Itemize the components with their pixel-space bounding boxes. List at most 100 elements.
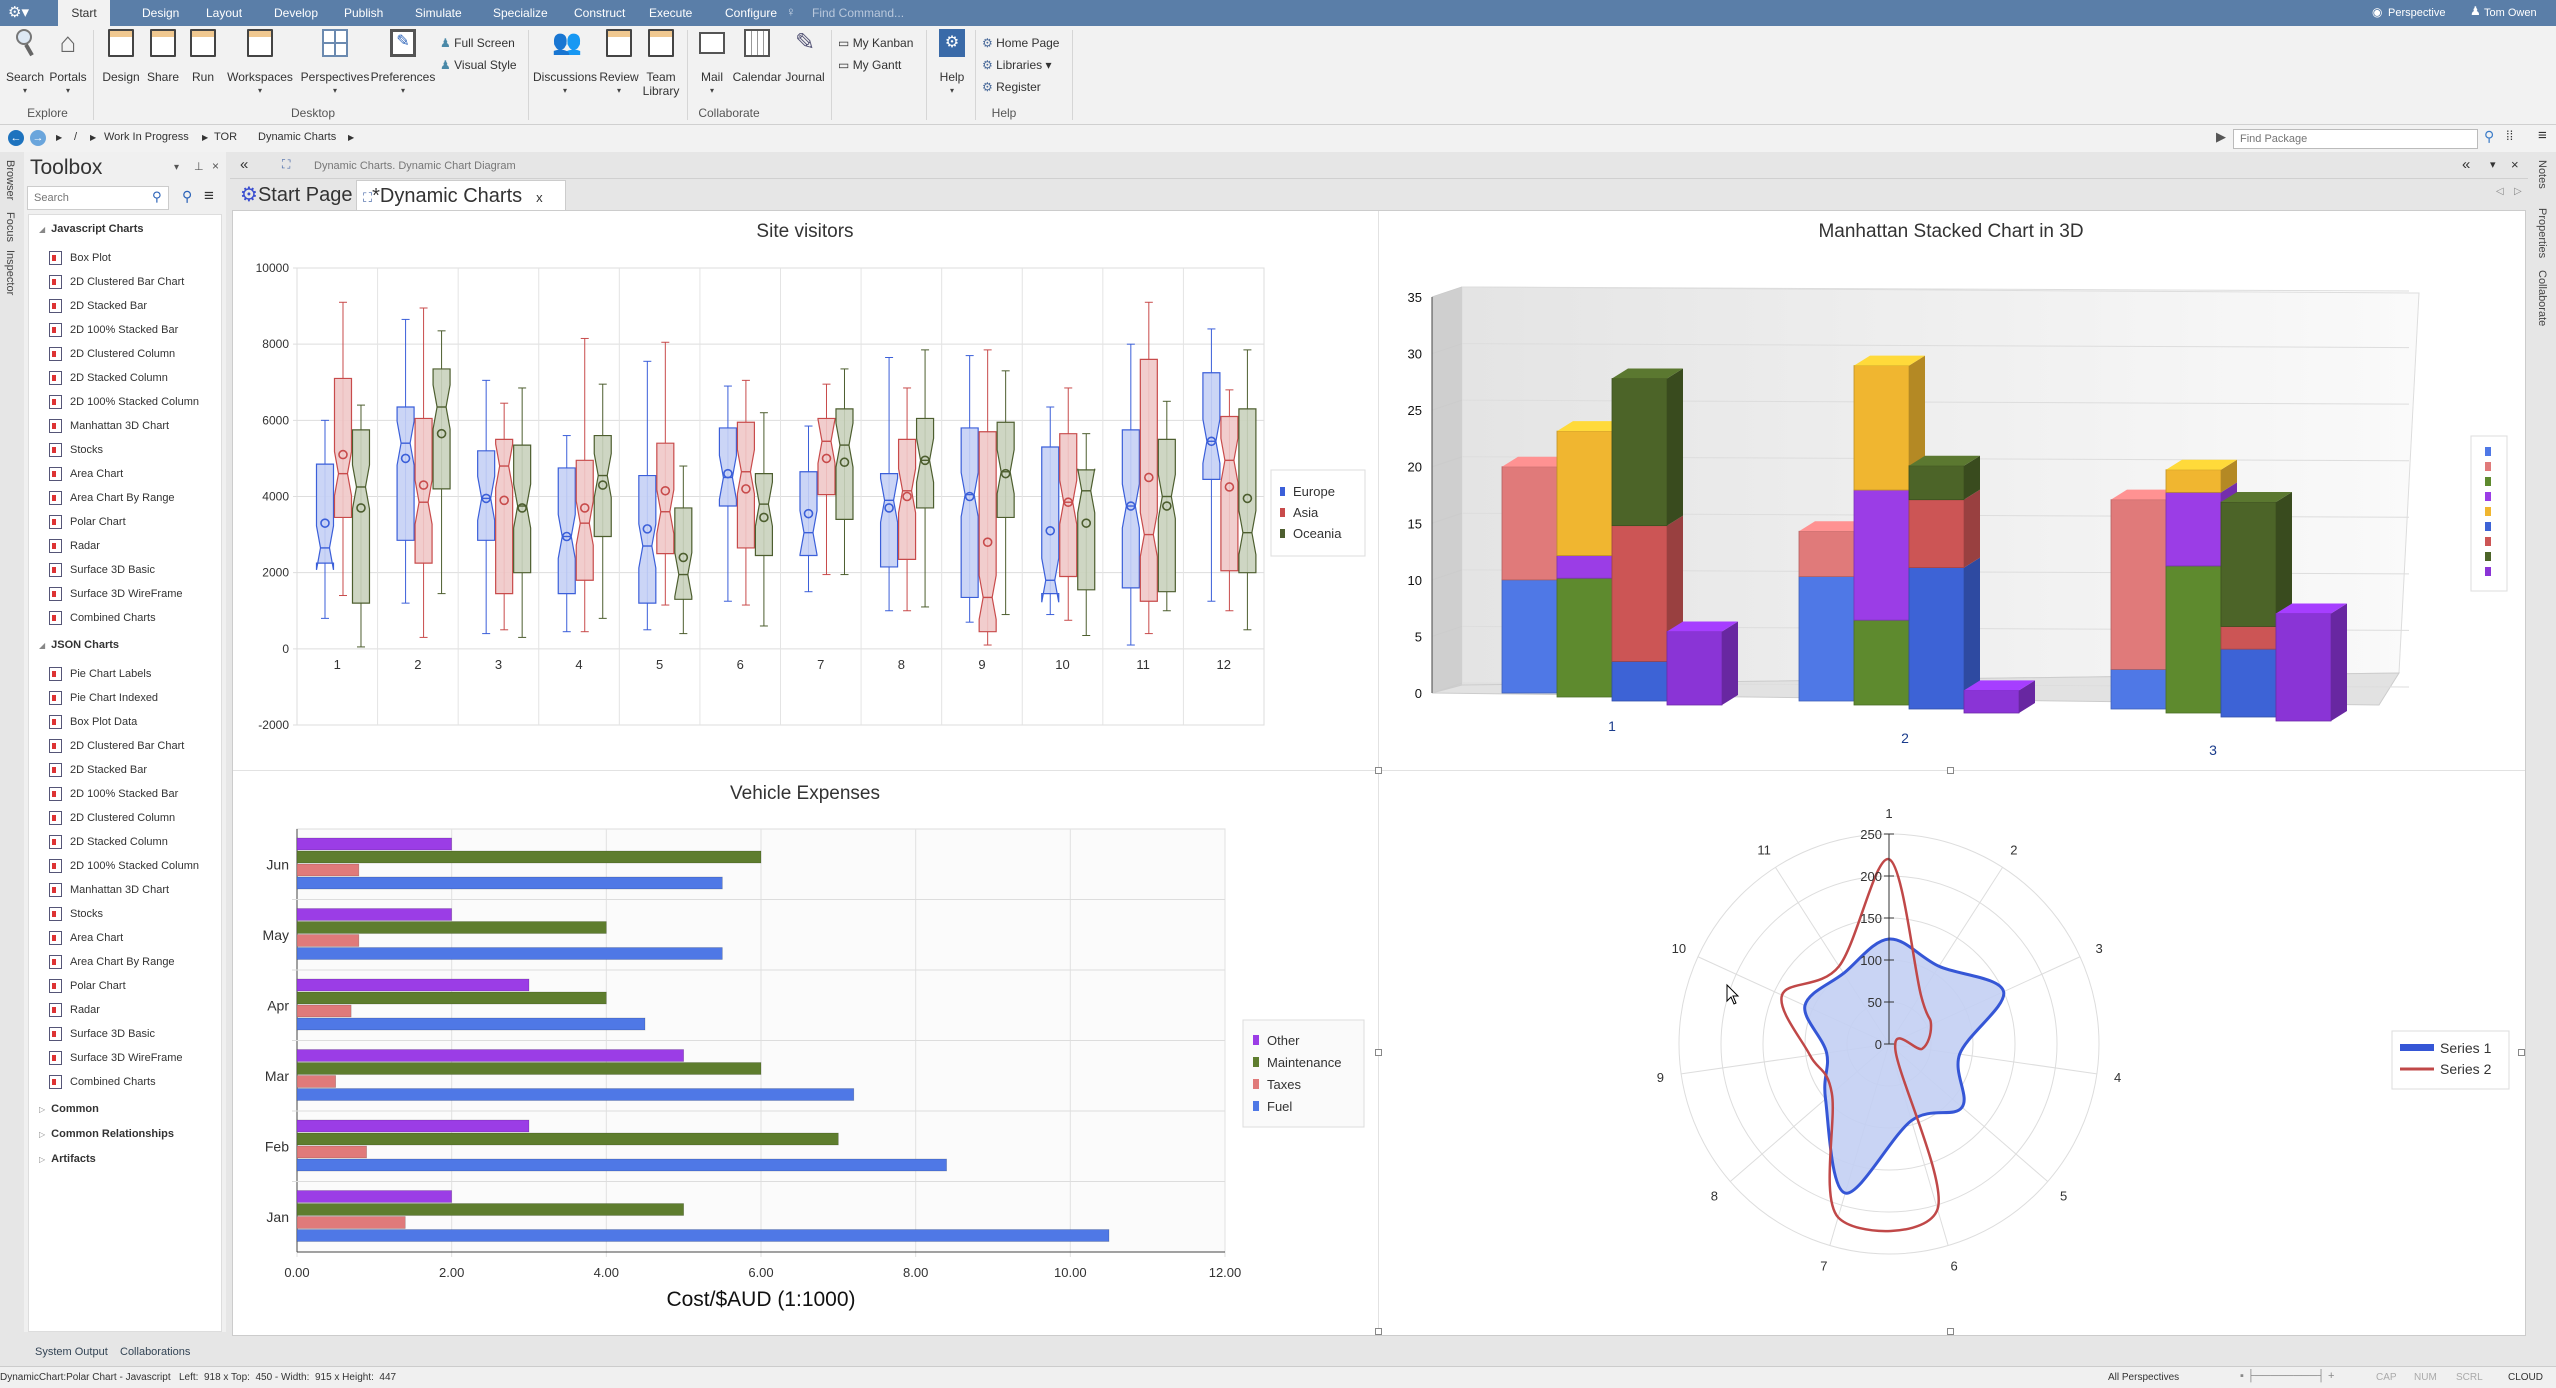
preferences-button[interactable]: ✎ Preferences ▾	[370, 26, 436, 125]
toolbox-item[interactable]: Pie Chart Labels	[49, 667, 151, 681]
side-tab-browser[interactable]: Browser	[4, 160, 16, 201]
perspective-button[interactable]: Perspective	[2388, 7, 2446, 19]
tab-develop[interactable]: Develop	[274, 6, 319, 20]
workspaces-button[interactable]: Workspaces ▾	[226, 26, 294, 125]
selection-handle[interactable]	[1375, 1049, 1382, 1056]
search-icon[interactable]: ⚲	[152, 189, 162, 204]
breadcrumb-item[interactable]: /	[74, 131, 78, 143]
tab-design[interactable]: Design	[142, 6, 180, 20]
toolbox-item[interactable]: Manhattan 3D Chart	[49, 883, 169, 897]
tab-start-page[interactable]: ⚙Start Page	[234, 180, 358, 210]
search-button[interactable]: Search ▾	[5, 26, 45, 125]
toolbox-item[interactable]: Pie Chart Indexed	[49, 691, 158, 705]
toolbox-item[interactable]: Area Chart By Range	[49, 955, 175, 969]
tab-publish[interactable]: Publish	[344, 6, 384, 20]
toolbox-item[interactable]: Stocks	[49, 443, 103, 457]
register-button[interactable]: ⚙ Register	[982, 80, 1041, 94]
selection-handle[interactable]	[1947, 1328, 1954, 1335]
find-icon[interactable]: ⚲	[182, 188, 193, 204]
zoom-slider[interactable]: ▪ ├────────┤ +	[2240, 1370, 2335, 1382]
tab-collaborations[interactable]: Collaborations	[120, 1346, 191, 1358]
mail-button[interactable]: Mail ▾	[694, 26, 730, 125]
toolbox-item[interactable]: 2D 100% Stacked Bar	[49, 323, 178, 337]
status-perspectives[interactable]: All Perspectives	[2108, 1372, 2180, 1383]
my-kanban-button[interactable]: ▭ My Kanban	[838, 36, 913, 50]
tab-configure[interactable]: Configure	[725, 6, 778, 20]
app-menu-button[interactable]: ⚙▾	[8, 4, 29, 21]
tab-simulate[interactable]: Simulate	[415, 6, 462, 20]
toolbox-item[interactable]: 2D 100% Stacked Column	[49, 395, 199, 409]
journal-button[interactable]: ✎ Journal	[784, 26, 826, 125]
toolbox-item[interactable]: Manhattan 3D Chart	[49, 419, 169, 433]
my-gantt-button[interactable]: ▭ My Gantt	[838, 58, 901, 72]
tab-execute[interactable]: Execute	[649, 6, 693, 20]
tab-layout[interactable]: Layout	[206, 6, 243, 20]
expand-icon[interactable]: «	[2462, 156, 2471, 173]
close-icon[interactable]: ×	[212, 159, 220, 173]
portals-button[interactable]: ⌂ Portals ▾	[47, 26, 89, 125]
forward-button[interactable]: →	[30, 130, 46, 146]
toolbox-item[interactable]: Area Chart	[49, 931, 123, 945]
visual-style-button[interactable]: ♟ Visual Style	[440, 58, 517, 72]
review-button[interactable]: Review ▾	[598, 26, 640, 125]
close-tab-button[interactable]: x	[536, 190, 543, 205]
breadcrumb-item[interactable]: Work In Progress	[104, 131, 189, 143]
toolbox-group-header[interactable]: ▷ Artifacts	[39, 1153, 96, 1165]
find-package-input[interactable]	[2233, 129, 2478, 149]
team-library-button[interactable]: Team Library	[641, 26, 681, 125]
toolbox-item[interactable]: Stocks	[49, 907, 103, 921]
side-tab-collaborate[interactable]: Collaborate	[2536, 270, 2548, 327]
side-tab-focus[interactable]: Focus	[4, 212, 16, 242]
go-arrow-icon[interactable]: ▶	[2216, 129, 2226, 144]
breadcrumb-item[interactable]: Dynamic Charts	[258, 131, 337, 143]
back-button[interactable]: ←	[8, 130, 24, 146]
toolbox-item[interactable]: Combined Charts	[49, 1075, 156, 1089]
pin-icon[interactable]: ⊥	[194, 161, 204, 173]
vehicle-expenses-chart[interactable]: Vehicle Expenses 0.00 2.00 4.00 6.00 8.00 10.0…	[233, 771, 1379, 1335]
toolbox-item[interactable]: Surface 3D WireFrame	[49, 587, 182, 601]
collapse-icon[interactable]: «	[240, 156, 249, 173]
search-icon[interactable]: ⚲	[2484, 128, 2495, 144]
side-tab-notes[interactable]: Notes	[2536, 160, 2548, 189]
toolbox-item[interactable]: Surface 3D WireFrame	[49, 1051, 182, 1065]
toolbox-item[interactable]: 2D Clustered Bar Chart	[49, 275, 184, 289]
toolbox-item[interactable]: Surface 3D Basic	[49, 1027, 155, 1041]
manhattan-3d-chart[interactable]: Manhattan Stacked Chart in 3D 0 5 10 15 20 25 3…	[1379, 211, 2525, 771]
close-icon[interactable]: ×	[2511, 157, 2519, 172]
selection-handle[interactable]	[2518, 1049, 2525, 1056]
dropdown-icon[interactable]: ▾	[2490, 159, 2496, 171]
run-button[interactable]: Run	[186, 26, 220, 125]
toolbox-item[interactable]: 2D Clustered Column	[49, 347, 175, 361]
dropdown-icon[interactable]: ▾	[174, 162, 180, 173]
toolbox-item[interactable]: 2D Clustered Bar Chart	[49, 739, 184, 753]
share-button[interactable]: Share	[145, 26, 181, 125]
polar-chart[interactable]: 1 2 3 4 5 6 7 8 9 10 11 0 50 100 150 200 250 Series 1 Seri…	[1379, 771, 2525, 1335]
selection-handle[interactable]	[1947, 767, 1954, 774]
toolbox-group-header[interactable]: ▷ Common Relationships	[39, 1128, 174, 1140]
toolbox-item[interactable]: Box Plot	[49, 251, 111, 265]
toolbox-item[interactable]: Polar Chart	[49, 979, 126, 993]
diagram-canvas[interactable]: Site visitors -2000 0 2000 4000 6000 8000 10000…	[232, 210, 2526, 1336]
home-page-button[interactable]: ⚙ Home Page	[982, 36, 1059, 50]
breadcrumb-item[interactable]: TOR	[214, 131, 238, 143]
toolbox-item[interactable]: 2D 100% Stacked Bar	[49, 787, 178, 801]
help-button[interactable]: ⚙ Help ▾	[936, 26, 968, 125]
toolbox-group-header[interactable]: ▷ Common	[39, 1103, 99, 1115]
scroll-left-icon[interactable]: ◁	[2496, 186, 2504, 197]
toolbox-item[interactable]: Area Chart	[49, 467, 123, 481]
scroll-right-icon[interactable]: ▷	[2514, 186, 2522, 197]
tab-specialize[interactable]: Specialize	[493, 6, 548, 20]
toolbox-group-header[interactable]: ◢ JSON Charts	[39, 639, 119, 651]
tab-start[interactable]: Start	[58, 0, 110, 26]
tab-construct[interactable]: Construct	[574, 6, 626, 20]
toolbox-item[interactable]: Combined Charts	[49, 611, 156, 625]
side-tab-properties[interactable]: Properties	[2536, 208, 2548, 259]
toolbox-item[interactable]: 2D Stacked Bar	[49, 763, 147, 777]
toolbox-search-input[interactable]	[27, 186, 169, 210]
toolbox-item[interactable]: 2D Stacked Column	[49, 835, 168, 849]
discussions-button[interactable]: 👥 Discussions ▾	[533, 26, 597, 125]
toolbox-group-header[interactable]: ◢ Javascript Charts	[39, 223, 143, 235]
full-screen-button[interactable]: ♟ Full Screen	[440, 36, 515, 50]
menu-icon[interactable]: ≡	[204, 186, 214, 205]
toolbox-item[interactable]: Radar	[49, 539, 100, 553]
